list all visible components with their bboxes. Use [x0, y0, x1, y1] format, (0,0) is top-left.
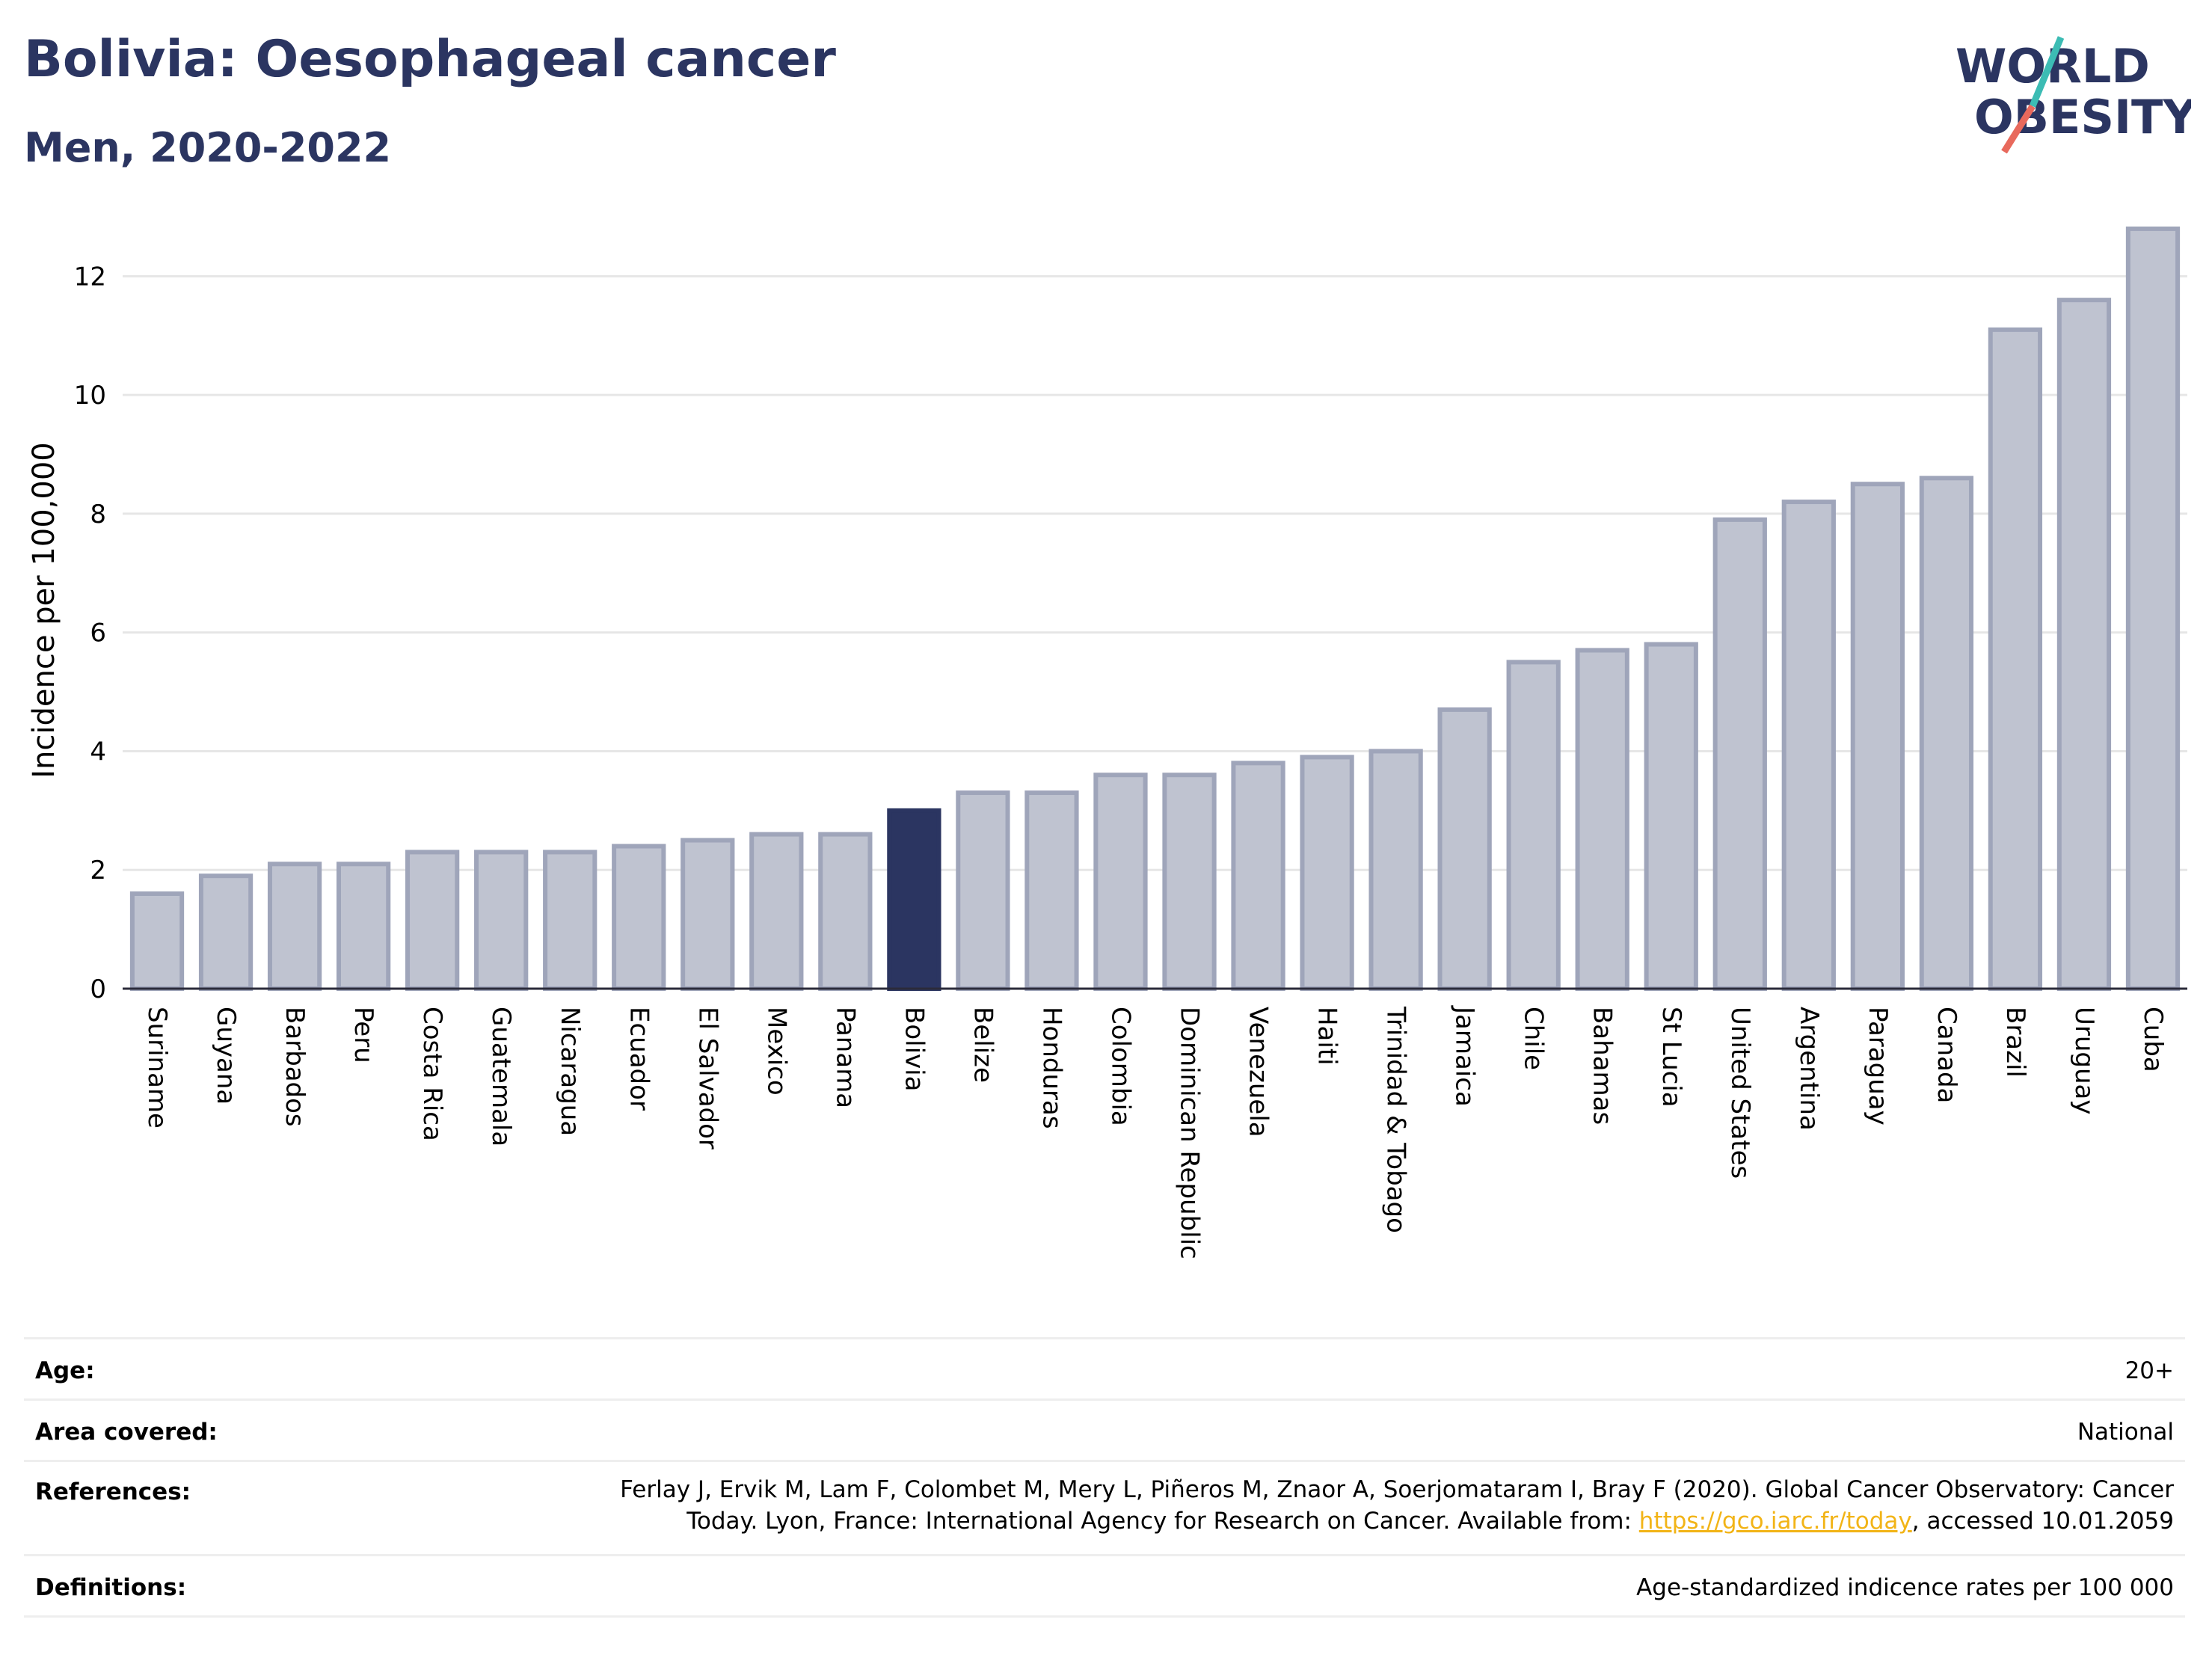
references-line-1: Ferlay J, Ervik M, Lam F, Colombet M, Me…	[620, 1476, 2174, 1503]
info-row-definitions: Definitions: Age-standardized indicence …	[24, 1554, 2185, 1618]
bar-belize	[956, 790, 1010, 991]
bar-haiti	[1300, 755, 1354, 992]
x-tick-label: Paraguay	[1863, 1007, 1893, 1126]
bar-nicaragua	[543, 850, 597, 992]
area-value: National	[2077, 1419, 2174, 1446]
bar-united-states	[1712, 517, 1767, 991]
page-title: Bolivia: Oesophageal cancer	[24, 30, 836, 89]
info-row-references: References: Ferlay J, Ervik M, Lam F, Co…	[24, 1460, 2185, 1556]
x-tick-label: Venezuela	[1244, 1007, 1274, 1137]
y-tick-label: 2	[90, 856, 106, 885]
x-tick-label: Barbados	[280, 1007, 310, 1127]
bar-venezuela	[1231, 761, 1285, 991]
bar-panama	[818, 832, 873, 991]
bar-suriname	[129, 891, 185, 991]
bar-chile	[1506, 660, 1561, 992]
bar-peru	[336, 862, 391, 992]
x-tick-label: Canada	[1932, 1007, 1961, 1103]
y-tick-label: 0	[90, 974, 106, 1004]
x-tick-label: Jamaica	[1450, 1005, 1480, 1107]
x-tick-label: Panama	[830, 1007, 860, 1108]
x-tick-label: Cuba	[2138, 1007, 2168, 1072]
references-value: Ferlay J, Ervik M, Lam F, Colombet M, Me…	[529, 1474, 2174, 1537]
bars	[129, 226, 2181, 992]
x-tick-label: Costa Rica	[417, 1007, 447, 1141]
y-tick-label: 8	[90, 500, 106, 529]
bar-guyana	[198, 873, 254, 991]
x-tick-label: El Salvador	[692, 1007, 722, 1149]
bar-bolivia	[887, 808, 941, 992]
x-tick-label: Trinidad & Tobago	[1381, 1006, 1411, 1233]
bar-barbados	[267, 862, 322, 992]
definitions-value: Age-standardized indicence rates per 100…	[1636, 1574, 2174, 1601]
definitions-label: Definitions:	[35, 1574, 187, 1601]
bar-uruguay	[2056, 298, 2112, 991]
y-tick-label: 6	[90, 618, 106, 648]
x-tick-label: Argentina	[1794, 1007, 1824, 1131]
bar-canada	[1919, 476, 1974, 991]
info-row-area: Area covered: National	[24, 1398, 2185, 1462]
x-tick-label: Dominican Republic	[1175, 1007, 1205, 1259]
bar-argentina	[1781, 500, 1836, 991]
x-tick-label: Brazil	[2000, 1007, 2030, 1078]
x-tick-label: Uruguay	[2069, 1007, 2099, 1115]
references-line-2: Today. Lyon, France: International Agenc…	[529, 1505, 2174, 1537]
bar-paraguay	[1850, 482, 1905, 991]
page-subtitle: Men, 2020-2022	[24, 124, 392, 171]
age-label: Age:	[35, 1357, 95, 1384]
bar-st-lucia	[1644, 642, 1698, 991]
bar-el-salvador	[681, 838, 735, 991]
y-tick-label: 10	[74, 381, 106, 411]
bar-ecuador	[612, 844, 666, 991]
x-tick-label: Haiti	[1312, 1007, 1342, 1066]
bar-brazil	[1988, 327, 2043, 992]
axes: 0 2 4 6 8 10 12 Suriname Guyana Barbados Peru Costa…	[27, 262, 2187, 1259]
world-obesity-logo: WORLD OBESITY	[1956, 36, 2191, 154]
logo-text-obesity: OBESITY	[1974, 90, 2191, 144]
bar-jamaica	[1437, 707, 1492, 992]
x-tick-label: Belize	[968, 1007, 998, 1083]
bar-costa-rica	[405, 850, 460, 992]
bar-cuba	[2125, 226, 2181, 991]
references-link[interactable]: https://gco.iarc.fr/today	[1638, 1508, 1912, 1535]
x-tick-label: Colombia	[1105, 1007, 1135, 1126]
x-tick-label: United States	[1725, 1007, 1755, 1179]
x-tick-label: Suriname	[142, 1007, 172, 1129]
grid-lines	[123, 274, 2187, 871]
info-row-age: Age: 20+	[24, 1337, 2185, 1401]
bar-chart: 0 2 4 6 8 10 12 Suriname Guyana Barbados Peru Costa…	[27, 226, 2187, 1259]
x-tick-label: Guyana	[211, 1007, 241, 1105]
bar-guatemala	[474, 850, 529, 992]
y-axis-label: Incidence per 100,000	[27, 442, 61, 779]
x-tick-label: Chile	[1519, 1007, 1549, 1070]
x-tick-label: Peru	[348, 1007, 378, 1063]
x-tick-label: Guatemala	[486, 1007, 516, 1146]
x-tick-label: Nicaragua	[555, 1007, 585, 1136]
x-tick-label: Bahamas	[1588, 1007, 1617, 1125]
area-label: Area covered:	[35, 1419, 218, 1446]
bar-dominican-republic	[1162, 773, 1217, 991]
references-line-2b: , accessed 10.01.2059	[1911, 1508, 2174, 1535]
bar-honduras	[1024, 790, 1079, 991]
references-label: References:	[35, 1479, 191, 1505]
x-tick-label: Mexico	[761, 1007, 791, 1096]
x-tick-label: Ecuador	[624, 1007, 654, 1111]
logo-slash-teal	[2029, 36, 2065, 108]
age-value: 20+	[2125, 1357, 2174, 1384]
info-table-bottom-border	[24, 1615, 2185, 1618]
info-table: Age: 20+ Area covered: National Referenc…	[24, 1337, 2185, 1621]
y-tick-label: 12	[74, 262, 106, 292]
x-tick-label: St Lucia	[1656, 1007, 1686, 1108]
bar-bahamas	[1575, 648, 1629, 991]
x-tick-label: Honduras	[1036, 1007, 1066, 1129]
bar-trinidad-tobago	[1368, 749, 1423, 991]
references-line-2a: Today. Lyon, France: International Agenc…	[686, 1508, 1639, 1535]
logo-slash-red	[2001, 104, 2036, 154]
x-tick-label: Bolivia	[899, 1007, 929, 1091]
y-tick-label: 4	[90, 737, 106, 767]
bar-colombia	[1093, 773, 1148, 991]
bar-mexico	[749, 832, 804, 991]
